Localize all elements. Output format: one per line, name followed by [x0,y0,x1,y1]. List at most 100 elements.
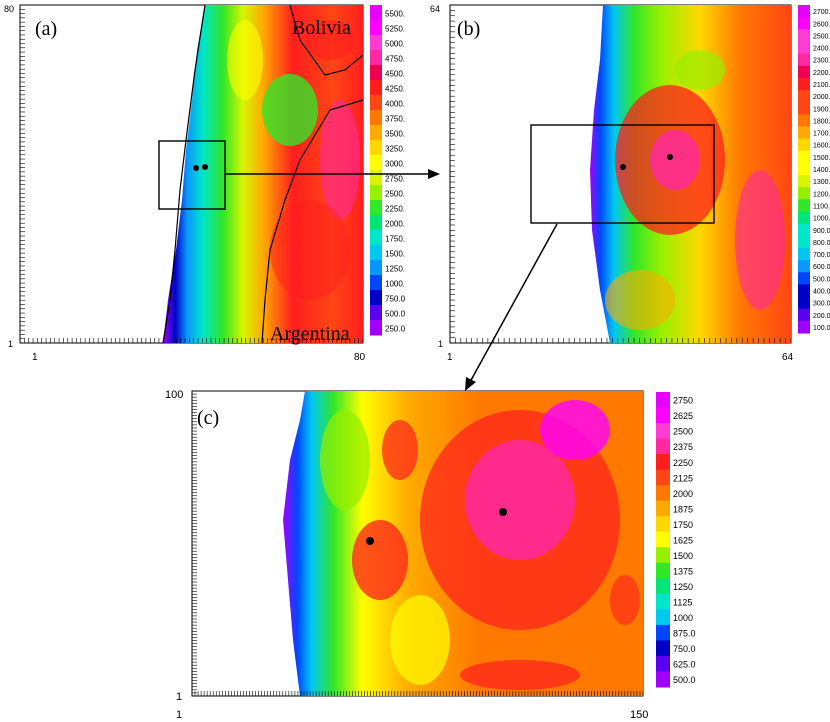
colorbar-label: 2250 [673,458,693,468]
colorbar-label: 2000. [813,94,830,101]
colorbar-label: 2750 [673,396,693,406]
colorbar-swatch [798,90,810,103]
panel-c-terrain-detail [320,400,640,690]
colorbar-swatch [370,260,382,276]
colorbar-swatch [370,50,382,66]
colorbar-swatch [370,200,382,216]
colorbar-label: 2700. [813,9,830,16]
colorbar-label: 400.0 [813,289,830,296]
colorbar-label: 1900. [813,106,830,113]
colorbar-swatch [798,199,810,213]
colorbar-swatch [798,284,810,298]
colorbar-swatch [798,41,810,55]
colorbar-label: 1700. [813,131,830,138]
colorbar-swatch [798,126,810,140]
colorbar-swatch [370,215,382,231]
arrow-b-to-c-head [465,377,476,391]
panel-c-x-start: 1 [176,709,182,721]
colorbar-label: 600.0 [813,264,830,271]
colorbar-label: 1800. [813,118,830,125]
colorbar-label: 1400. [813,167,830,174]
colorbar-label: 4000. [385,99,405,108]
colorbar-swatch [370,140,382,156]
colorbar-label: 1250. [385,264,405,273]
panel-b-x-start: 1 [447,352,453,363]
colorbar-label: 5500. [385,9,405,18]
colorbar-swatch [656,500,670,517]
colorbar-label: 2300. [813,58,830,65]
colorbar-swatch [656,562,670,579]
colorbar-label: 300.0 [813,301,830,308]
colorbar-swatch [798,235,810,249]
panel-a-coastline [162,4,206,344]
colorbar-swatch [370,275,382,291]
colorbar-label: 3750. [385,114,405,123]
colorbar-label: 2375 [673,442,693,452]
colorbar-label: 2000 [673,489,693,499]
colorbar-swatch [798,138,810,152]
panel-a-border-bolivia [289,4,364,76]
region-label-bolivia: Bolivia [292,17,351,39]
colorbar-label: 800.0 [813,240,830,247]
panel-a-site-2 [202,164,208,170]
panel-b-colorbar: 2700. 2600. 2500. 2400. 2300. 2200. 2100. 2000.… [798,5,830,334]
colorbar-swatch [656,438,670,455]
colorbar-swatch [370,80,382,96]
colorbar-swatch [370,125,382,141]
colorbar-swatch [798,65,810,79]
colorbar-label: 1750 [673,520,693,530]
colorbar-swatch [798,308,810,322]
colorbar-label: 2600. [813,21,830,28]
panel-b-inset-box [530,124,715,224]
colorbar-swatch [370,20,382,36]
colorbar-label: 2125 [673,473,693,483]
colorbar-swatch [798,150,810,164]
colorbar-label: 4500. [385,69,405,78]
panel-a-y-end: 80 [4,4,14,14]
colorbar-label: 750.0 [385,294,406,303]
colorbar-swatch [798,29,810,42]
colorbar-swatch [798,260,810,273]
colorbar-swatch [370,320,382,336]
colorbar-swatch [798,5,810,18]
panel-c-site-2 [499,508,507,516]
panel-a-x-end: 80 [354,352,366,363]
colorbar-swatch [656,516,670,533]
colorbar-label: 1600. [813,143,830,150]
colorbar-label: 2500. [813,33,830,40]
colorbar-swatch [656,423,670,440]
colorbar-label: 1250 [673,582,693,592]
region-label-argentina: Argentina [270,323,350,345]
arrow-a-to-b-head [428,169,440,179]
colorbar-swatch [798,53,810,67]
colorbar-label: 2400. [813,46,830,53]
colorbar-label: 500.0 [673,675,696,685]
panel-b-site-1 [620,164,626,170]
colorbar-label: 3500. [385,129,405,138]
colorbar-swatch [798,175,810,188]
arrow-b-to-c [469,223,558,383]
panel-b-site-2 [667,154,673,160]
colorbar-label: 1000 [673,613,693,623]
colorbar-label: 900.0 [813,228,830,235]
colorbar-label: 2100. [813,82,830,89]
colorbar-swatch [656,640,670,657]
colorbar-swatch [656,531,670,548]
panel-c-y-start: 1 [176,691,182,703]
colorbar-swatch [656,547,670,564]
colorbar-label: 1500. [385,249,405,258]
colorbar-label: 3250. [385,144,405,153]
colorbar-label: 1300. [813,179,830,186]
panel-b-terrain-detail [605,50,785,330]
colorbar-swatch [798,223,810,237]
panel-a: (a) Bolivia Argentina 80 1 1 80 5500. 525… [4,4,406,363]
colorbar-swatch [656,454,670,471]
colorbar-label: 5250. [385,24,405,33]
colorbar-swatch [656,407,670,424]
colorbar-swatch [798,247,810,261]
panel-c-label: (c) [197,407,219,429]
colorbar-label: 5000. [385,39,405,48]
colorbar-label: 625.0 [673,660,696,670]
colorbar-swatch [370,65,382,81]
frame-ticks [19,4,792,697]
